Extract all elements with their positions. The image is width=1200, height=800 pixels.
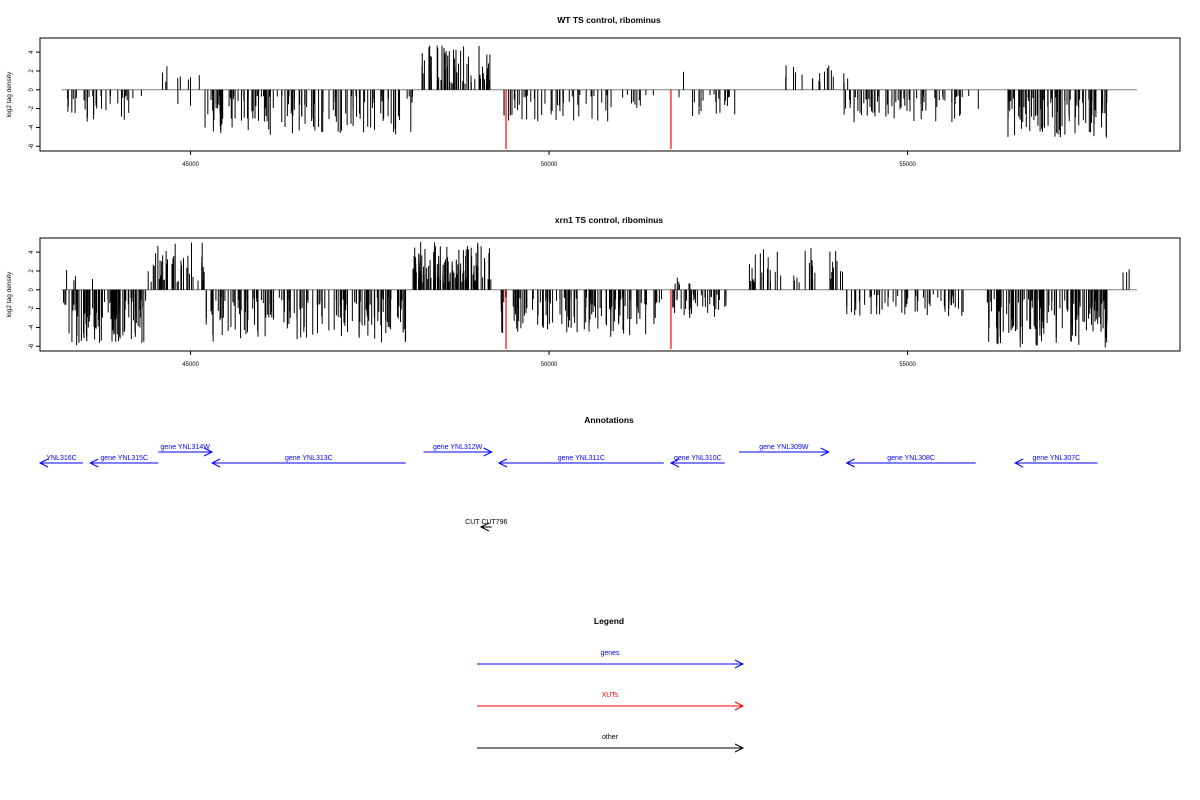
legend-item: XUTs xyxy=(477,692,745,711)
gene-label: gene YNL308C xyxy=(887,455,935,462)
gene-label: gene YNL307C xyxy=(1032,455,1080,462)
xrn1-y-tick-label: 4 xyxy=(29,250,35,254)
gene-label: gene YNL312W xyxy=(433,444,483,451)
gene-arrow: YNL316C xyxy=(38,455,84,468)
legend-title: Legend xyxy=(594,616,624,626)
xrn1-x-axis: 45000 50000 55000 xyxy=(182,350,917,368)
xrn1-x-tick-label: 45000 xyxy=(182,362,199,368)
gene-arrow: gene YNL311C xyxy=(497,455,664,468)
wt-x-tick-label: 50000 xyxy=(541,162,558,168)
xrn1-y-tick-label: -2 xyxy=(29,305,35,311)
xrn1-x-tick-label: 55000 xyxy=(899,362,916,368)
wt-bars xyxy=(61,45,1137,150)
legend-item-label: other xyxy=(602,734,619,741)
wt-y-tick-label: -4 xyxy=(29,124,35,130)
gene-arrow: gene YNL314W xyxy=(158,444,214,457)
xrn1-y-tick-label: 2 xyxy=(29,269,35,273)
xrn1-y-tick-label: -4 xyxy=(29,324,35,330)
gene-label: gene YNL310C xyxy=(674,455,722,462)
wt-y-tick-label: 2 xyxy=(29,69,35,73)
annotations-panel: Annotations YNL316C gene YNL315C gene YNL3… xyxy=(38,415,1098,532)
gene-label: gene YNL309W xyxy=(759,444,809,451)
gene-arrow: gene YNL312W xyxy=(423,444,493,457)
gene-label: gene YNL313C xyxy=(285,455,333,462)
gene-arrow: gene YNL308C xyxy=(845,455,976,468)
annotations-title: Annotations xyxy=(584,415,634,425)
xrn1-y-tick-label: 0 xyxy=(29,287,35,291)
xrn1-y-axis: -6 -4 -2 0 2 4 xyxy=(29,250,41,349)
xrn1-y-axis-label: log2 tag density xyxy=(6,271,13,317)
gene-label: YNL316C xyxy=(46,455,76,462)
gene-arrow: gene YNL310C xyxy=(669,455,725,468)
xrn1-y-tick-label: -6 xyxy=(29,343,35,349)
wt-x-tick-label: 55000 xyxy=(899,162,916,168)
wt-y-axis: -6 -4 -2 0 2 4 xyxy=(29,50,41,149)
wt-x-tick-label: 45000 xyxy=(182,162,199,168)
wt-y-axis-label: log2 tag density xyxy=(6,71,13,117)
wt-track-panel: WT TS control, ribominus -6 -4 -2 0 2 4 45000… xyxy=(6,15,1181,168)
gene-arrow: gene YNL307C xyxy=(1013,455,1098,468)
legend: Legend genes XUTs other xyxy=(477,616,745,753)
legend-item-label: XUTs xyxy=(602,692,619,699)
legend-item-label: genes xyxy=(600,650,620,657)
wt-y-tick-label: -6 xyxy=(29,143,35,149)
gene-arrow: gene YNL315C xyxy=(89,455,159,468)
wt-y-tick-label: 0 xyxy=(29,87,35,91)
xrn1-bars xyxy=(61,241,1137,350)
other-arrow: CUT CUT796 xyxy=(465,519,508,532)
legend-items: genes XUTs other xyxy=(477,650,745,753)
legend-item: genes xyxy=(477,650,745,669)
wt-y-tick-label: -2 xyxy=(29,105,35,111)
xrn1-track-title: xrn1 TS control, ribominus xyxy=(555,215,663,225)
xrn1-track-panel: xrn1 TS control, ribominus -6 -4 -2 0 2 4 450… xyxy=(6,215,1181,368)
wt-y-tick-label: 4 xyxy=(29,50,35,54)
gene-arrow: gene YNL313C xyxy=(210,455,406,468)
xrn1-x-tick-label: 50000 xyxy=(541,362,558,368)
gene-arrow: gene YNL309W xyxy=(739,444,830,457)
wt-x-axis: 45000 50000 55000 xyxy=(182,150,917,168)
gene-label: gene YNL315C xyxy=(100,455,148,462)
other-arrows: CUT CUT796 xyxy=(465,519,508,532)
legend-item: other xyxy=(477,734,745,753)
gene-label: gene YNL311C xyxy=(558,455,605,462)
wt-track-title: WT TS control, ribominus xyxy=(557,15,661,25)
gene-label: gene YNL314W xyxy=(161,444,211,451)
gene-arrows: YNL316C gene YNL315C gene YNL314W gene YNL3… xyxy=(38,444,1098,468)
other-label: CUT CUT796 xyxy=(465,519,507,526)
